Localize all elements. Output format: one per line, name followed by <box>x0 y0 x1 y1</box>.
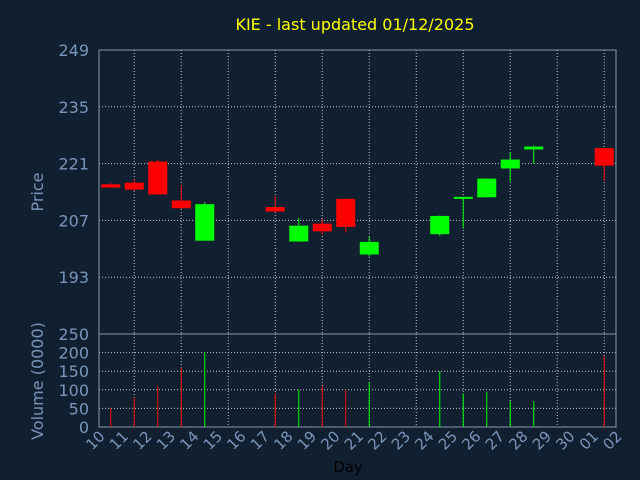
price-tick-label: 221 <box>58 155 89 174</box>
volume-tick-label: 250 <box>58 325 89 344</box>
price-tick-label: 235 <box>58 98 89 117</box>
chart-title: KIE - last updated 01/12/2025 <box>235 15 474 34</box>
price-candles <box>101 145 614 257</box>
candle-body <box>430 215 450 235</box>
price-tick-label: 249 <box>58 41 89 60</box>
candle-body <box>524 146 544 150</box>
candle-body <box>500 159 520 169</box>
candle-body <box>101 184 121 188</box>
x-ticks: 1011121314151617181920212223242526272829… <box>82 427 625 453</box>
candle-body <box>453 196 473 199</box>
volume-bars <box>110 352 605 427</box>
volume-tick-label: 200 <box>58 344 89 363</box>
candle-body <box>477 178 497 198</box>
price-tick-label: 193 <box>58 268 89 287</box>
plot-frames <box>98 49 617 428</box>
volume-tick-label: 50 <box>69 399 89 418</box>
volume-tick-label: 150 <box>58 362 89 381</box>
candle-body <box>594 148 614 166</box>
price-tick-label: 207 <box>58 211 89 230</box>
x-axis-label: Day <box>333 458 363 476</box>
candle-body <box>336 198 356 227</box>
volume-panel-frame <box>98 333 617 428</box>
candle-body <box>289 225 309 242</box>
candle-body <box>359 241 379 255</box>
candle-body <box>195 204 215 241</box>
price-y-ticks: 249 235 221 207 193 <box>58 41 89 287</box>
candle-body <box>124 182 144 190</box>
price-axis-label: Price <box>28 172 47 211</box>
volume-tick-label: 0 <box>79 418 89 437</box>
candle-body <box>265 207 285 212</box>
volume-axis-label: Volume (0000) <box>28 322 47 440</box>
candle-body <box>312 223 332 232</box>
volume-tick-label: 100 <box>58 381 89 400</box>
grid-lines <box>99 49 616 428</box>
candle-body <box>148 161 168 195</box>
candle-body <box>171 200 191 209</box>
